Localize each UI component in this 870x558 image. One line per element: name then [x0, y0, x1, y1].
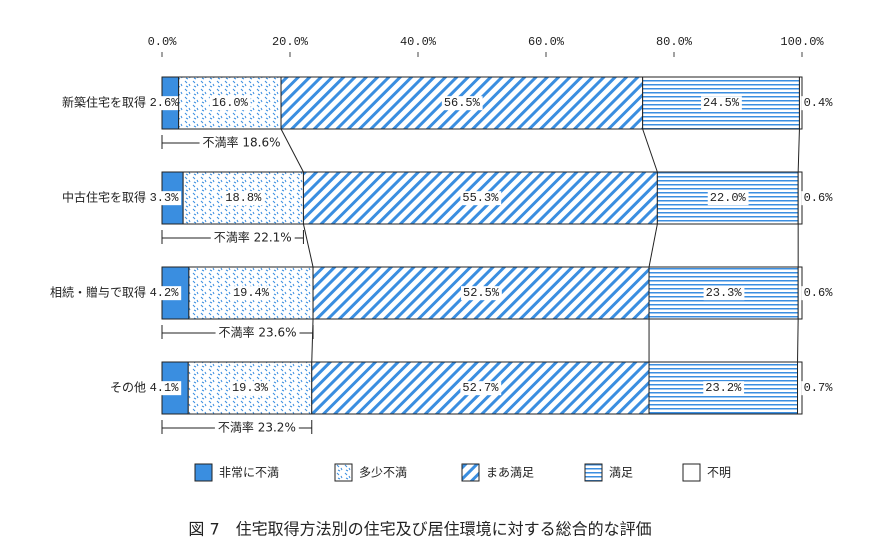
label-bg	[701, 96, 742, 111]
label-bg	[460, 381, 502, 396]
label-bg	[801, 96, 836, 111]
connector	[302, 223, 314, 268]
x-tick-label: 20.0%	[272, 35, 309, 49]
annotation: 不満率 22.1%	[214, 230, 292, 245]
category-label: 新築住宅を取得	[62, 95, 146, 110]
label-bg	[147, 96, 182, 111]
x-tick-label: 100.0%	[780, 35, 824, 49]
bar-segment	[797, 361, 803, 415]
connector	[797, 318, 799, 363]
value-label: 0.6%	[804, 191, 834, 205]
label-bg	[147, 286, 182, 301]
label-bg	[147, 191, 182, 206]
category-label: 中古住宅を取得	[62, 190, 146, 205]
legend-swatch	[682, 463, 701, 482]
legend-swatch	[461, 463, 480, 482]
value-label: 23.2%	[705, 381, 742, 395]
label-bg	[215, 324, 300, 340]
x-tick-label: 40.0%	[400, 35, 437, 49]
value-label: 0.7%	[804, 381, 834, 395]
label-bg	[230, 286, 272, 301]
value-label: 24.5%	[703, 96, 740, 110]
annotation: 不満率 23.2%	[218, 420, 296, 435]
value-label: 52.5%	[463, 286, 500, 300]
value-label: 56.5%	[444, 96, 481, 110]
category-label: その他	[110, 381, 146, 395]
label-bg	[461, 286, 502, 301]
label-bg	[703, 286, 745, 301]
connector	[642, 128, 658, 173]
value-label: 4.2%	[150, 286, 180, 300]
value-label: 16.0%	[212, 96, 249, 110]
legend-swatch	[334, 463, 353, 482]
value-label: 55.3%	[462, 191, 499, 205]
chart-title: 図 7 住宅取得方法別の住宅及び居住環境に対する総合的な評価	[188, 520, 651, 539]
value-label: 19.4%	[233, 286, 270, 300]
connector	[648, 223, 658, 268]
label-bg	[703, 381, 745, 396]
bar-segment	[797, 266, 803, 320]
bar-segment	[188, 266, 314, 320]
value-label: 18.8%	[225, 191, 262, 205]
value-label: 0.4%	[804, 96, 834, 110]
value-label: 4.1%	[150, 381, 180, 395]
legend-label: まあ満足	[486, 466, 534, 480]
connector	[797, 128, 800, 173]
value-label: 19.3%	[232, 381, 269, 395]
label-bg	[801, 286, 836, 301]
legend-label: 不明	[707, 466, 731, 480]
value-label: 23.3%	[706, 286, 743, 300]
label-bg	[209, 96, 251, 111]
legend-swatch	[584, 463, 603, 482]
legend-label: 満足	[609, 466, 633, 480]
label-bg	[801, 381, 836, 396]
x-tick-label: 60.0%	[528, 35, 565, 49]
bar-segment	[302, 171, 658, 225]
category-label: 相続・贈与で取得	[50, 285, 146, 300]
legend-label: 非常に不満	[219, 466, 279, 480]
annotation: 不満率 18.6%	[203, 135, 281, 150]
label-bg	[199, 134, 284, 150]
value-label: 0.6%	[804, 286, 834, 300]
value-label: 52.7%	[462, 381, 499, 395]
label-bg	[210, 229, 295, 245]
value-label: 3.3%	[150, 191, 180, 205]
label-bg	[223, 191, 265, 206]
label-bg	[214, 419, 299, 435]
legend-label: 多少不満	[359, 466, 407, 480]
label-bg	[147, 381, 182, 396]
legend-swatch	[194, 463, 213, 482]
connector	[311, 318, 314, 363]
label-bg	[801, 191, 836, 206]
x-tick-label: 80.0%	[656, 35, 693, 49]
bar-segment	[797, 171, 803, 225]
annotation: 不満率 23.6%	[219, 325, 297, 340]
connector	[280, 128, 304, 173]
value-label: 22.0%	[710, 191, 747, 205]
value-label: 2.6%	[150, 96, 180, 110]
label-bg	[460, 191, 502, 206]
label-bg	[707, 191, 749, 206]
label-bg	[229, 381, 271, 396]
label-bg	[441, 96, 483, 111]
x-tick-label: 0.0%	[148, 35, 178, 49]
